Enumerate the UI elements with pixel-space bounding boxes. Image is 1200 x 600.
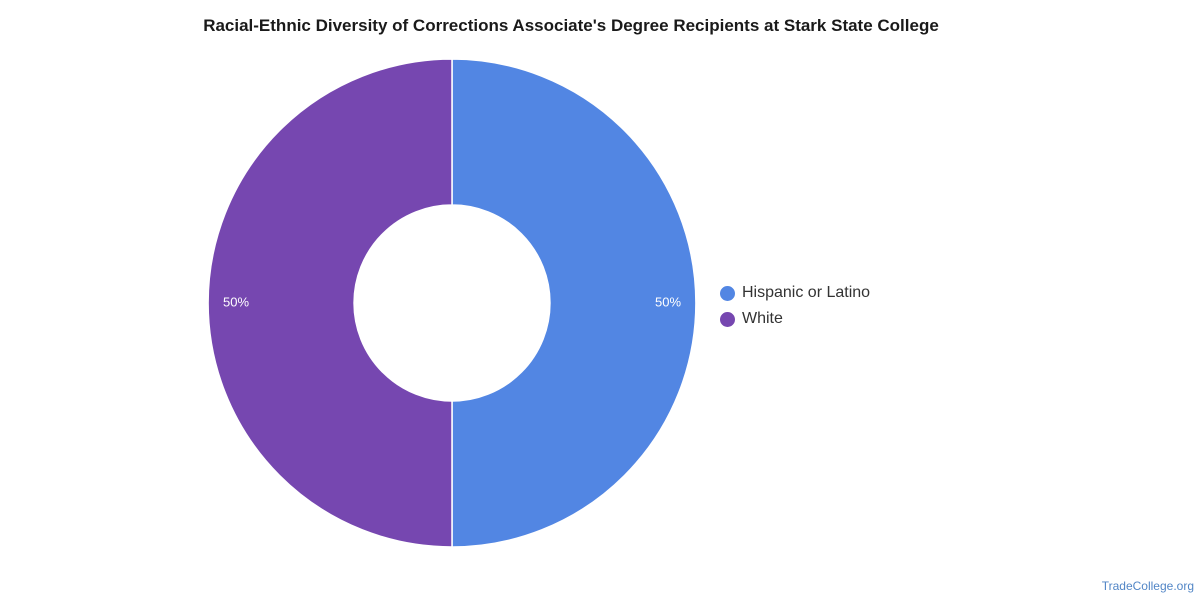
legend-swatch-white — [720, 311, 735, 327]
source-credit-link[interactable]: TradeCollege.org — [1101, 579, 1194, 593]
slice-label-hispanic-or-latino: 50% — [655, 294, 681, 309]
legend-label-hispanic-or-latino: Hispanic or Latino — [742, 284, 871, 301]
legend-swatch-hispanic-or-latino — [720, 285, 735, 301]
slice-white[interactable] — [207, 58, 453, 548]
slice-hispanic-or-latino[interactable] — [451, 58, 697, 548]
chart-legend: Hispanic or Latino White — [720, 280, 870, 332]
chart-title: Racial-Ethnic Diversity of Corrections A… — [203, 16, 939, 35]
legend-label-white: White — [742, 310, 783, 327]
legend-item-hispanic-or-latino[interactable]: Hispanic or Latino — [720, 280, 870, 306]
slice-label-white: 50% — [223, 294, 249, 309]
legend-item-white[interactable]: White — [720, 306, 870, 332]
